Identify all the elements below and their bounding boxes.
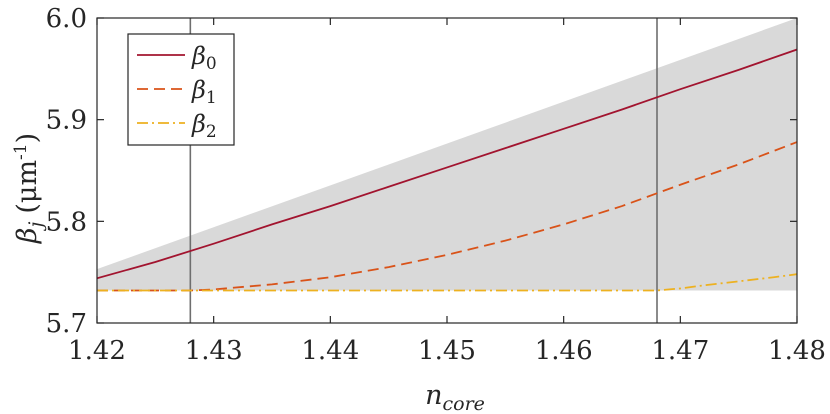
- y-axis-label-main: β: [12, 228, 43, 245]
- series-line-beta0: [97, 48, 797, 280]
- x-axis-label: ncore: [425, 380, 485, 414]
- series-line-beta1: [97, 141, 797, 292]
- series-line-beta2: [97, 273, 797, 292]
- plot-area: [97, 18, 797, 323]
- y-axis-label: βj (μm-1): [11, 133, 47, 244]
- y-tick-label: 5.8: [46, 207, 87, 237]
- y-axis-label-unit-close: ): [12, 133, 43, 144]
- legend-label-beta1: β1: [191, 76, 217, 108]
- legend: β0 β1 β2: [127, 33, 235, 146]
- y-axis-label-unit-sup: -1: [11, 143, 31, 160]
- x-tick-label: 1.42: [68, 336, 126, 366]
- legend-label-beta0: β0: [191, 42, 217, 74]
- x-tick-label: 1.45: [418, 336, 476, 366]
- x-axis-label-sub: core: [442, 393, 484, 414]
- x-axis-label-main: n: [425, 380, 442, 411]
- x-tick-label: 1.43: [185, 336, 243, 366]
- shaded-region: [97, 18, 797, 291]
- x-tick-label: 1.47: [651, 336, 709, 366]
- y-tick-label: 5.7: [46, 309, 87, 339]
- x-tick-label: 1.44: [301, 336, 359, 366]
- y-axis-label-sub: j: [25, 222, 47, 232]
- x-tick-label: 1.46: [535, 336, 593, 366]
- y-axis-label-unit: (μm: [12, 160, 43, 214]
- legend-label-beta2: β2: [191, 110, 217, 142]
- x-tick-label: 1.48: [768, 336, 826, 366]
- y-tick-label: 6.0: [46, 4, 87, 34]
- y-tick-label: 5.9: [46, 106, 87, 136]
